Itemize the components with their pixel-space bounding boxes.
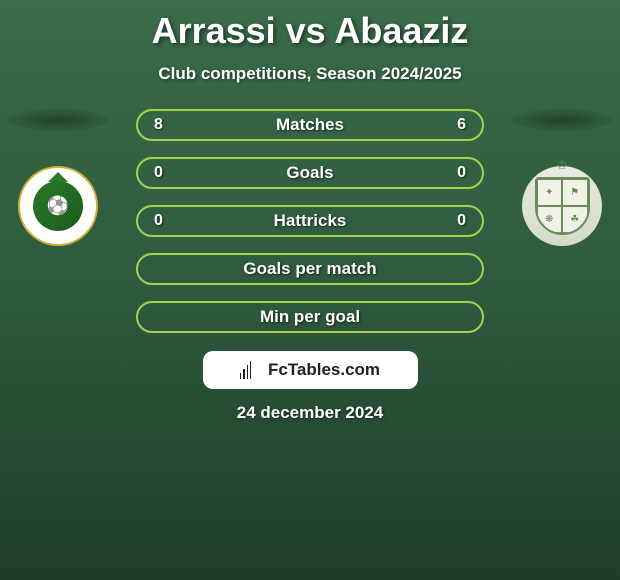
stat-row-goals: 0 Goals 0: [136, 157, 484, 189]
stat-label: Hattricks: [274, 211, 347, 231]
stat-row-hattricks: 0 Hattricks 0: [136, 205, 484, 237]
date-label: 24 december 2024: [0, 403, 620, 423]
stat-label: Goals: [286, 163, 333, 183]
bar-chart-icon: [240, 361, 262, 379]
shadow-ellipse-icon: [512, 109, 612, 131]
content-area: 8 Matches 6 0 Goals 0 0 Hattricks 0 Goal…: [0, 109, 620, 333]
subtitle: Club competitions, Season 2024/2025: [0, 64, 620, 84]
shield-icon: ✦⚑❋☘: [535, 177, 590, 235]
stat-value-left: 0: [154, 164, 184, 182]
crown-icon: ♔: [547, 158, 577, 168]
stat-value-right: 6: [436, 116, 466, 134]
watermark-text: FcTables.com: [268, 360, 380, 380]
stat-value-right: 0: [436, 212, 466, 230]
stat-value-right: 0: [436, 164, 466, 182]
stat-row-goals-per-match: Goals per match: [136, 253, 484, 285]
left-club-badge-icon: [18, 166, 98, 246]
stat-row-min-per-goal: Min per goal: [136, 301, 484, 333]
watermark: FcTables.com: [203, 351, 418, 389]
stats-panel: 8 Matches 6 0 Goals 0 0 Hattricks 0 Goal…: [108, 109, 512, 333]
left-club-badge-inner-icon: [33, 181, 83, 231]
stat-value-left: 0: [154, 212, 184, 230]
right-team-column: ♔ ✦⚑❋☘: [512, 109, 612, 246]
stat-row-matches: 8 Matches 6: [136, 109, 484, 141]
stat-label: Goals per match: [243, 259, 376, 279]
right-club-badge-icon: ♔ ✦⚑❋☘: [522, 166, 602, 246]
shadow-ellipse-icon: [8, 109, 108, 131]
page-title: Arrassi vs Abaaziz: [0, 0, 620, 52]
stat-label: Matches: [276, 115, 344, 135]
left-team-column: [8, 109, 108, 246]
stat-value-left: 8: [154, 116, 184, 134]
stat-label: Min per goal: [260, 307, 360, 327]
